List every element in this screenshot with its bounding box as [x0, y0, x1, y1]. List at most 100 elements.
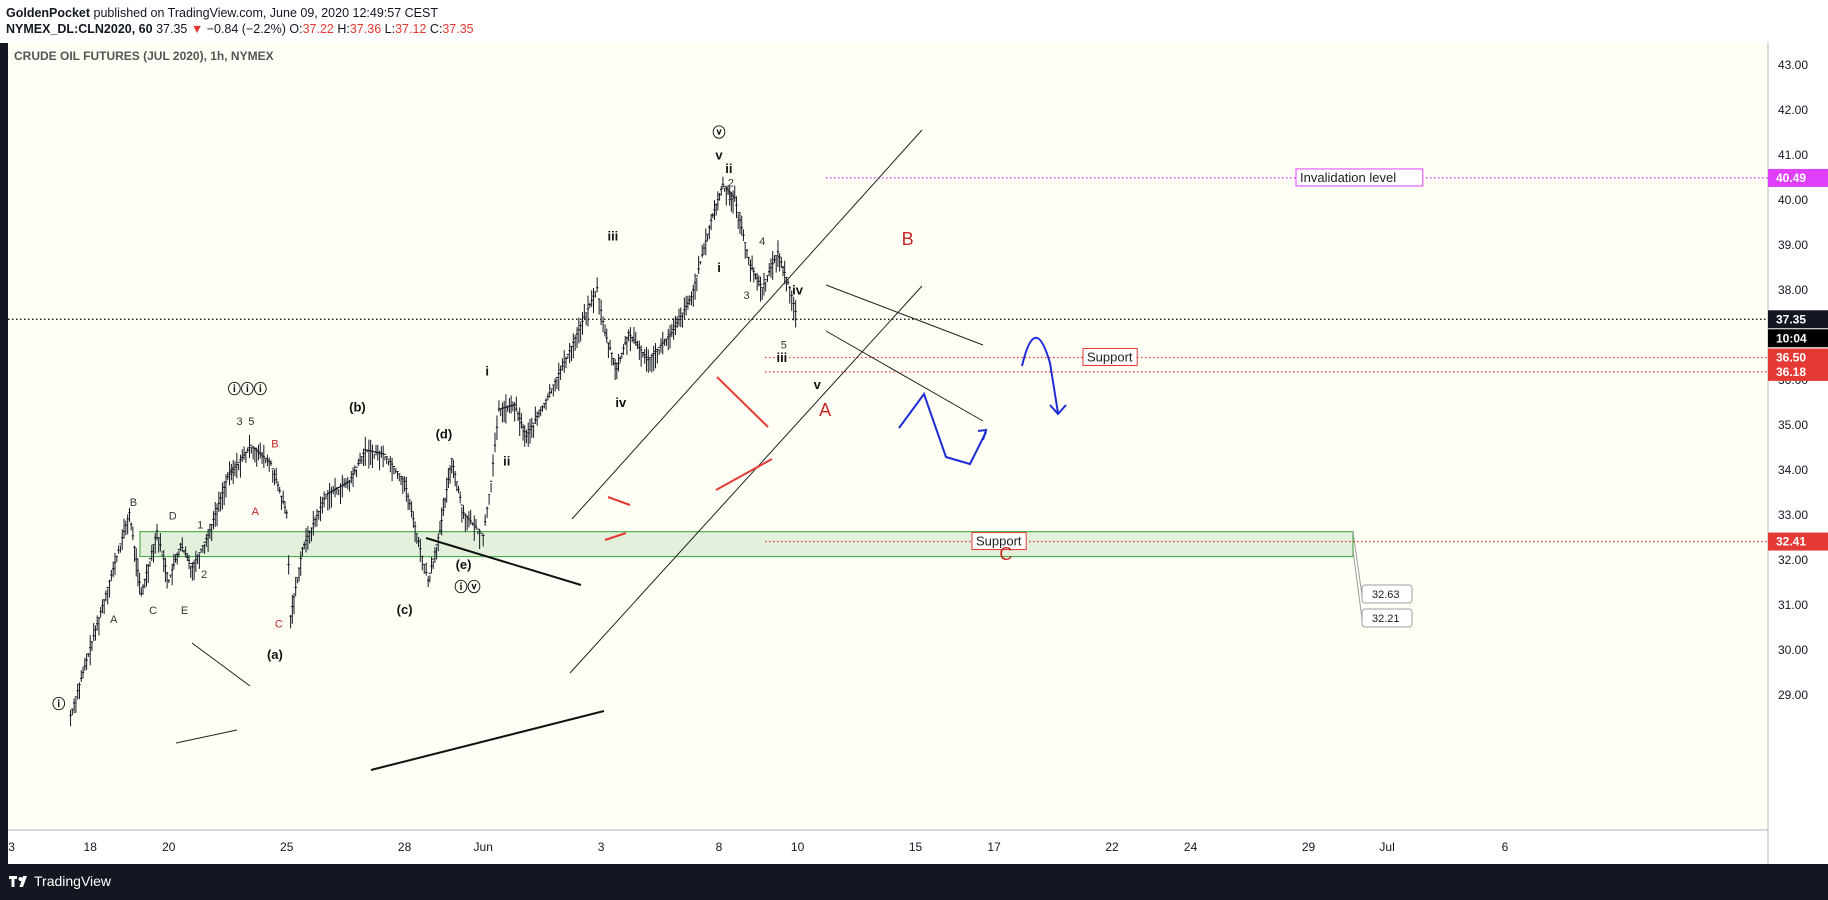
open-label: O:	[289, 22, 303, 36]
wave-label-17: (c)	[397, 602, 413, 617]
candlesticks	[69, 176, 797, 727]
price-tick-2: 31.00	[1778, 598, 1808, 612]
triangle-lower[interactable]	[370, 710, 605, 771]
wave-label-29: 1	[728, 191, 734, 203]
zone-value-0: 32.63	[1372, 589, 1400, 601]
wave-label-1: A	[110, 614, 118, 626]
channel-upper[interactable]	[571, 129, 923, 520]
zone-leader-1	[1352, 550, 1363, 620]
wedge-lower[interactable]	[825, 330, 984, 422]
low-label: L:	[384, 22, 396, 36]
wave-label-36: v	[814, 377, 822, 392]
wave-label-27: ii	[725, 161, 732, 176]
level-annotation-box-2	[1082, 348, 1138, 366]
small-triangle-lower[interactable]	[175, 729, 238, 744]
wave-label-8: 3	[236, 416, 242, 428]
price-tick-0: 29.00	[1778, 688, 1808, 702]
time-tick-6: 3	[598, 840, 605, 854]
publish-header: GoldenPocket published on TradingView.co…	[0, 0, 1828, 43]
wave-label-35: iii	[776, 350, 787, 365]
wave-label-31: 3	[743, 290, 749, 302]
wave-label-7: 2	[201, 569, 207, 581]
zone-value-box-0	[1361, 584, 1413, 604]
red-triangle-lower[interactable]	[715, 458, 773, 491]
plot-background	[8, 43, 1768, 830]
wave-label-2: B	[130, 497, 137, 509]
price-change: −0.84 (−2.2%)	[206, 22, 286, 36]
price-badge-3	[1768, 362, 1828, 381]
symbol-line: NYMEX_DL:CLN2020, 60 37.35 ▼ −0.84 (−2.2…	[6, 22, 474, 36]
red-flag-upper[interactable]	[607, 496, 631, 506]
wave-label-34: 5	[781, 340, 787, 352]
open-value: 37.22	[302, 22, 334, 36]
price-badge-text-1: 37.35	[1776, 312, 1806, 326]
brand-name: TradingView	[34, 873, 112, 889]
price-badge-1	[1768, 310, 1828, 329]
wave-label-16: (b)	[349, 400, 366, 415]
price-ticks: 29.0030.0031.0032.0033.0034.0035.0036.00…	[1778, 58, 1808, 702]
time-tick-7: 8	[716, 840, 723, 854]
support-zone[interactable]: 32.63 32.21	[139, 531, 1413, 628]
small-triangle-upper[interactable]	[191, 642, 251, 687]
wave-label-6: 1	[197, 520, 203, 532]
trend-lines[interactable]	[175, 129, 1067, 771]
tradingview-logo-icon	[9, 876, 27, 887]
wave-label-13: A	[252, 506, 260, 518]
price-badge-text-4: 32.41	[1776, 535, 1806, 549]
wave-label-3: C	[149, 605, 157, 617]
red-triangle-upper[interactable]	[716, 376, 769, 428]
price-badge-text-2: 36.50	[1776, 351, 1806, 365]
price-tick-11: 40.00	[1778, 193, 1808, 207]
wave-label-19: (e)	[456, 557, 472, 572]
time-tick-10: 17	[987, 840, 1001, 854]
zone-value-box-1	[1361, 608, 1413, 628]
brand[interactable]: TradingView	[8, 873, 111, 889]
price-chart[interactable]: CRUDE OIL FUTURES (JUL 2020), 1h, NYMEX …	[0, 43, 1828, 864]
price-axis[interactable]	[1768, 43, 1828, 864]
publisher-name[interactable]: GoldenPocket	[6, 6, 91, 20]
time-tick-0: 3	[8, 840, 15, 854]
price-badge-text-0: 40.49	[1776, 171, 1806, 185]
wave-label-23: iii	[607, 229, 618, 244]
countdown-badge	[1768, 329, 1828, 348]
wave-label-38: B	[902, 229, 914, 249]
time-tick-2: 20	[162, 840, 176, 854]
wave-label-33: iv	[792, 283, 804, 298]
publisher-line: GoldenPocket published on TradingView.co…	[6, 6, 438, 20]
price-badge-4	[1768, 532, 1828, 551]
price-tick-10: 39.00	[1778, 238, 1808, 252]
wedge-upper[interactable]	[825, 284, 984, 346]
wave-label-37: A	[819, 400, 831, 420]
wave-label-5: E	[181, 605, 188, 617]
support-zone-rect[interactable]	[139, 531, 1354, 558]
price-tick-5: 34.00	[1778, 463, 1808, 477]
price-badge-2	[1768, 348, 1828, 367]
price-tick-4: 33.00	[1778, 508, 1808, 522]
level-annotation-box-0	[1295, 168, 1424, 187]
countdown-text: 10:04	[1776, 331, 1807, 345]
level-annotation-2: Support	[1087, 350, 1133, 365]
channel-lower[interactable]	[569, 285, 923, 674]
arrow-head-right-icon	[977, 428, 988, 441]
wave-label-26: v	[715, 148, 723, 163]
symbol-name: NYMEX_DL:CLN2020, 60	[6, 22, 153, 36]
projected-path-blue[interactable]	[898, 391, 987, 466]
time-tick-12: 24	[1184, 840, 1198, 854]
change-arrow-icon: ▼	[190, 22, 204, 36]
last-price: 37.35	[156, 22, 188, 36]
published-text: published on TradingView.com, June 09, 2…	[93, 6, 438, 20]
red-flag-lower[interactable]	[604, 532, 627, 541]
time-axis[interactable]	[8, 830, 1768, 864]
projected-arc-blue[interactable]	[1021, 336, 1059, 414]
wave-label-22: ii	[503, 454, 510, 469]
wave-label-20: ⓘⓥ	[454, 580, 480, 595]
time-ticks: 3 18 20 25 28 Jun 3 8 10 15 17 22 24 29 Jul 6	[8, 840, 1508, 854]
price-tick-13: 42.00	[1778, 103, 1808, 117]
triangle-upper[interactable]	[425, 537, 582, 586]
level-annotation-0: Invalidation level	[1300, 170, 1396, 185]
arrow-head-down-icon	[1049, 404, 1067, 416]
footer-bar: TradingView	[0, 864, 1828, 900]
wave-label-32: 4	[759, 236, 765, 248]
close-label: C:	[429, 22, 443, 36]
